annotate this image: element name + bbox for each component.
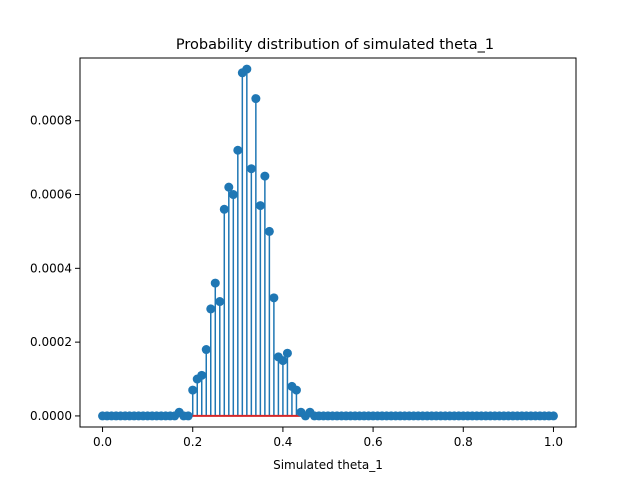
y-tick-label: 0.0008 <box>30 114 72 128</box>
y-axis-ticks: 0.0000 0.0002 0.0004 0.0006 0.0008 <box>30 114 80 423</box>
stem-marker <box>260 171 270 181</box>
stem-marker <box>197 370 207 380</box>
stem-marker <box>251 94 261 104</box>
stem-marker <box>246 164 256 174</box>
stem-marker <box>548 411 558 421</box>
y-tick-label: 0.0000 <box>30 409 72 423</box>
stem-marker <box>255 201 265 211</box>
x-tick-label: 0.8 <box>454 435 473 449</box>
stem-markers <box>98 64 558 421</box>
stem-marker <box>188 385 198 395</box>
plot-frame <box>79 57 577 428</box>
stem-marker <box>224 182 234 192</box>
x-axis-label: Simulated theta_1 <box>273 458 383 472</box>
x-tick-label: 0.4 <box>273 435 292 449</box>
stem-marker <box>219 204 229 214</box>
stem-marker <box>282 348 292 358</box>
stem-marker <box>242 64 252 74</box>
stem-marker <box>264 226 274 236</box>
stem-marker <box>201 345 211 355</box>
stem-marker <box>269 293 279 303</box>
x-axis-ticks: 0.0 0.2 0.4 0.6 0.8 1.0 <box>93 427 563 449</box>
stem-marker <box>215 297 225 307</box>
x-tick-label: 0.0 <box>93 435 112 449</box>
stem-marker <box>206 304 216 314</box>
y-tick-label: 0.0002 <box>30 335 72 349</box>
y-tick-label: 0.0006 <box>30 188 72 202</box>
chart-title: Probability distribution of simulated th… <box>176 37 494 53</box>
stem-marker <box>291 385 301 395</box>
stem-lines <box>178 69 311 416</box>
stem-marker <box>183 411 193 421</box>
stem-marker <box>228 190 238 200</box>
x-tick-label: 0.6 <box>364 435 383 449</box>
stem-marker <box>278 356 288 366</box>
y-tick-label: 0.0004 <box>30 261 72 275</box>
x-tick-label: 1.0 <box>544 435 563 449</box>
x-tick-label: 0.2 <box>183 435 202 449</box>
stem-marker <box>210 278 220 288</box>
stem-marker <box>233 145 243 155</box>
